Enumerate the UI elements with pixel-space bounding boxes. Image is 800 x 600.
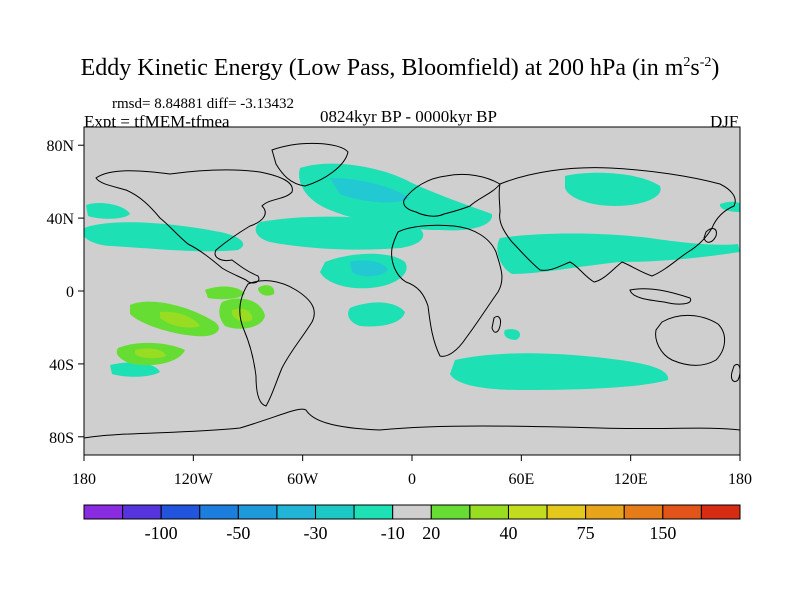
south-america-coastline (239, 280, 315, 407)
lon-tick-label: 180 (728, 471, 752, 488)
colorbar-label: 40 (499, 523, 517, 543)
colorbar-label: 75 (577, 523, 595, 543)
colorbar-box (237, 504, 278, 520)
colorbar-box (469, 504, 509, 520)
colorbar: -100 -50 -30 -10 20 40 75 150 (83, 504, 741, 543)
colorbar-box (160, 504, 201, 520)
africa-coastline (391, 224, 503, 357)
anomaly-region (135, 348, 166, 359)
map-background (84, 127, 740, 455)
anomaly-region (450, 353, 669, 390)
colorbar-box (122, 504, 162, 520)
colorbar-label: 20 (422, 523, 440, 543)
anomaly-region (84, 222, 244, 252)
anomaly-region (255, 216, 424, 250)
experiment-label: Expt = tfMEM-tfmea (84, 112, 230, 131)
anomaly-fields (84, 163, 740, 390)
colorbar-label: -50 (226, 523, 250, 543)
colorbar-box (430, 504, 471, 520)
lat-tick-label: 40N (46, 211, 74, 228)
colorbar-box (546, 504, 587, 520)
colorbar-box (507, 504, 548, 520)
anomaly-region (330, 178, 410, 203)
greenland-coastline (271, 143, 349, 187)
asia-coastline (498, 167, 736, 283)
anomaly-region (350, 260, 388, 277)
colorbar-label: -30 (304, 523, 328, 543)
lon-tick-label: 180 (72, 471, 96, 488)
anomaly-region (232, 308, 253, 322)
colorbar-label: -10 (381, 523, 405, 543)
season-label: DJF (710, 112, 739, 131)
lat-tick-label: 80S (49, 430, 74, 447)
lon-tick-label: 120E (614, 471, 648, 488)
colorbar-box (276, 504, 317, 520)
colorbar-box (199, 504, 239, 520)
anomaly-region (160, 311, 200, 328)
anomaly-region (565, 172, 661, 206)
lon-tick-label: 120W (174, 471, 214, 488)
colorbar-label: 150 (649, 523, 676, 543)
colorbar-box (623, 504, 664, 520)
lon-tick-label: 60W (287, 471, 319, 488)
colorbar-box (392, 504, 432, 520)
anomaly-region (258, 285, 275, 296)
lat-tick-label: 0 (66, 284, 74, 301)
lon-tick-label: 0 (408, 471, 416, 488)
anomaly-region (497, 233, 740, 274)
new-zealand-coastline (731, 364, 740, 383)
colorbar-box (662, 504, 702, 520)
australia-coastline (655, 315, 725, 366)
anomaly-region (205, 286, 245, 300)
southeast-asia-islands (629, 288, 692, 305)
anomaly-region (110, 362, 160, 377)
lat-tick-label: 40S (49, 357, 74, 374)
madagascar-coastline (491, 315, 501, 333)
anomaly-region (504, 329, 521, 340)
europe-coastline (403, 173, 501, 217)
plot-title: Eddy Kinetic Energy (Low Pass, Bloomfiel… (80, 55, 720, 81)
anomaly-region (348, 302, 405, 327)
antarctica-coastline (84, 408, 740, 439)
lat-tick-label: 80N (46, 138, 74, 155)
japan-coastline (703, 228, 717, 243)
longitude-axis: 180 120W 60W 0 60E 120E 180 (72, 455, 752, 488)
colorbar-box (585, 504, 625, 520)
anomaly-region (86, 203, 130, 219)
colorbar-box (315, 504, 355, 520)
colorbar-box (700, 504, 741, 520)
coastlines (84, 143, 740, 439)
colorbar-box (83, 504, 124, 520)
period-label: 0824kyr BP - 0000kyr BP (320, 107, 497, 126)
colorbar-label: -100 (145, 523, 178, 543)
north-america-coastline (95, 169, 293, 284)
stats-text: rmsd= 8.84881 diff= -3.13432 (112, 96, 295, 112)
colorbar-box (353, 504, 394, 520)
latitude-axis: 80N 40N 0 40S 80S (46, 138, 84, 447)
lon-tick-label: 60E (508, 471, 534, 488)
